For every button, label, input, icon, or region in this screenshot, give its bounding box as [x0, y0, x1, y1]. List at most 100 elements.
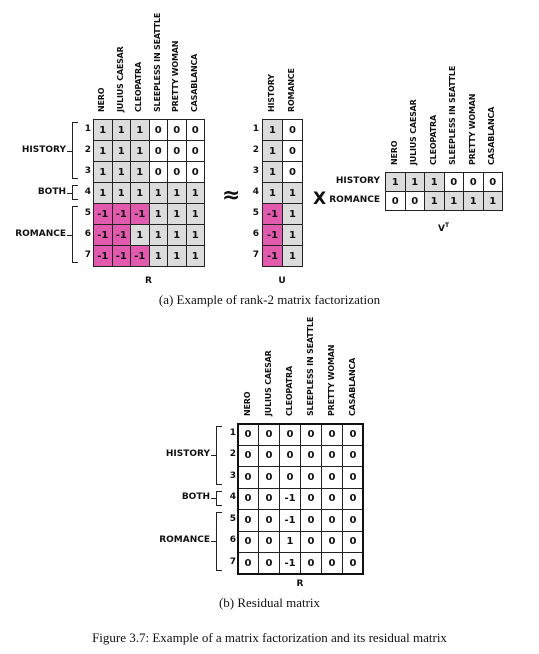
R-cell: 1	[130, 140, 150, 162]
R-cell: 1	[167, 182, 187, 204]
VT-cell: 1	[424, 172, 445, 192]
R-row-index: 2	[84, 144, 91, 155]
Residual-header: JULIUS CAESAR	[263, 350, 273, 416]
R-cell: 1	[130, 161, 150, 183]
U-cell: 1	[282, 224, 303, 246]
matrix-name-R: R	[145, 276, 152, 286]
R-cell: 1	[148, 203, 168, 225]
R-cell: 1	[167, 203, 187, 225]
U-row-index: 3	[252, 165, 259, 176]
U-cell: 0	[282, 119, 303, 141]
R-cell: 1	[185, 203, 205, 225]
VT-row-label: HISTORY	[335, 176, 380, 186]
R-cell: 1	[111, 119, 131, 141]
U-row-index: 4	[252, 186, 259, 197]
VT-cell: 1	[385, 172, 406, 192]
VT-cell: 0	[404, 191, 425, 211]
U-row-index: 2	[252, 144, 259, 155]
U-cell: -1	[262, 224, 283, 246]
Residual-row-index: 4	[229, 492, 236, 503]
R-row-index: 3	[84, 165, 91, 176]
approx-symbol: ≈	[222, 183, 241, 208]
R-row-index: 6	[84, 228, 91, 239]
U-row-index: 1	[252, 123, 259, 134]
VT-cell: 1	[424, 191, 445, 211]
U-cell: 1	[282, 245, 303, 267]
R-cell: -1	[93, 245, 113, 267]
VT-header: CASABLANCA	[487, 106, 497, 165]
VT-header: PRETTY WOMAN	[467, 93, 477, 165]
U-cell: -1	[262, 245, 283, 267]
R-cell: 1	[130, 224, 150, 246]
R-cell: -1	[93, 203, 113, 225]
Residual-header: PRETTY WOMAN	[326, 344, 336, 416]
R-row-index: 4	[84, 186, 91, 197]
U-row-index: 5	[252, 207, 259, 218]
Residual-row-index: 3	[229, 470, 236, 481]
R-cell: 1	[93, 119, 113, 141]
U-cell: 1	[262, 161, 283, 183]
VT-cell: 0	[463, 172, 484, 192]
VT-header: JULIUS CAESAR	[409, 99, 419, 165]
bracket-tick	[67, 192, 72, 194]
R-cell: -1	[130, 203, 150, 225]
Residual-row-index: 5	[229, 513, 236, 524]
bracket-tick	[67, 234, 72, 236]
Residual-both-bracket	[216, 490, 222, 506]
Residual-label-history: HISTORY	[165, 449, 210, 460]
U-header: ROMANCE	[287, 68, 296, 112]
VT-cell: 1	[443, 191, 464, 211]
bracket-tick	[211, 455, 216, 457]
R-row-index: 1	[84, 123, 91, 134]
bracket-tick	[67, 150, 72, 152]
Residual-header: NERO	[242, 391, 252, 416]
U-row-index: 7	[252, 249, 259, 260]
R-label-history: HISTORY	[21, 144, 66, 155]
Residual-label-romance: ROMANCE	[159, 535, 210, 546]
Residual-row-index: 2	[229, 449, 236, 460]
times-symbol: X	[313, 189, 327, 209]
R-cell: 1	[185, 245, 205, 267]
VT-header: CLEOPATRA	[428, 115, 438, 165]
R-cell: 1	[185, 224, 205, 246]
VT-cell: 1	[463, 191, 484, 211]
U-cell: 1	[262, 182, 283, 204]
Residual-row-index: 1	[229, 427, 236, 438]
bracket-tick	[211, 498, 216, 500]
caption-a: (a) Example of rank-2 matrix factorizati…	[158, 292, 381, 307]
R-cell: 1	[111, 182, 131, 204]
Residual-row-index: 6	[229, 535, 236, 546]
R-cell: 1	[93, 161, 113, 183]
Residual-history-bracket	[216, 426, 222, 485]
bracket-tick	[211, 541, 216, 543]
R-cell: 1	[130, 119, 150, 141]
VT-header: SLEEPLESS IN SEATTLE	[448, 65, 458, 165]
R-cell: 1	[148, 224, 168, 246]
R-cell: -1	[93, 224, 113, 246]
R-cell: 0	[148, 119, 168, 141]
R-cell: -1	[111, 224, 131, 246]
R-cell: 1	[167, 224, 187, 246]
VT-row-label: ROMANCE	[329, 195, 380, 205]
matrix-name-V-base: V	[437, 224, 445, 234]
R-cell: 0	[185, 161, 205, 183]
R-cell: 0	[148, 161, 168, 183]
VT-header: NERO	[389, 140, 399, 165]
R-row-index: 5	[84, 207, 91, 218]
R-header: JULIUS CAESAR	[115, 46, 125, 112]
matrix-name-U: U	[278, 276, 286, 286]
U-row-index: 6	[252, 228, 259, 239]
matrix-name-residual-R: R	[296, 579, 304, 589]
VT-cell: 1	[404, 172, 425, 192]
R-both-bracket	[72, 185, 78, 200]
U-cell: 1	[262, 140, 283, 162]
Residual-label-both: BOTH	[181, 492, 210, 503]
R-cell: 0	[148, 140, 168, 162]
R-cell: 1	[148, 245, 168, 267]
R-history-bracket	[72, 122, 78, 179]
matrix-name-V-transpose: T	[444, 222, 450, 229]
Residual-header: CASABLANCA	[347, 357, 357, 416]
Residual-header: SLEEPLESS IN SEATTLE	[305, 316, 315, 416]
R-cell: 0	[185, 119, 205, 141]
R-cell: 1	[148, 182, 168, 204]
